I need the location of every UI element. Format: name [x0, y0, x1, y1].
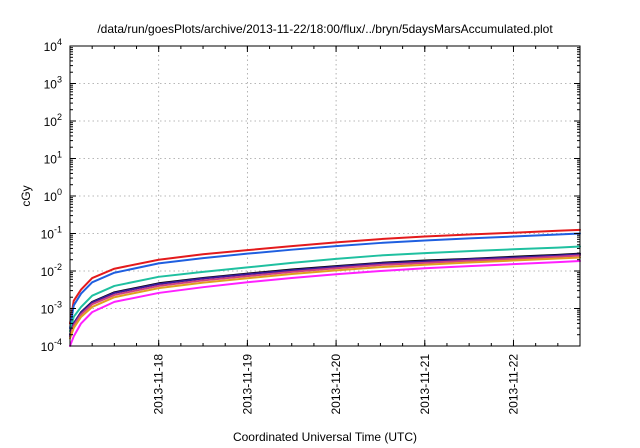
series-lines	[69, 228, 581, 347]
series-line-8	[69, 259, 581, 347]
y-tick-label: 10-1	[41, 225, 62, 242]
series-line-3	[69, 245, 581, 333]
y-axis-label: cGy	[19, 185, 33, 206]
y-tick-label: 10-3	[41, 300, 62, 317]
y-tick-label: 100	[44, 187, 62, 204]
x-tick-label: 2013-11-21	[418, 354, 432, 415]
y-tick-label: 10-2	[41, 262, 62, 279]
axis-ticks	[69, 45, 581, 347]
x-tick-label: 2013-11-22	[506, 354, 520, 415]
y-tick-label: 103	[44, 75, 62, 92]
x-tick-label: 2013-11-20	[329, 354, 343, 415]
series-line-1	[69, 228, 581, 325]
x-tick-label: 2013-11-18	[152, 354, 166, 415]
x-tick-labels: 2013-11-18 2013-11-19 2013-11-20 2013-11-21…	[152, 354, 521, 415]
series-line-5	[69, 253, 581, 336]
y-tick-label: 104	[44, 37, 62, 54]
grid-lines	[70, 46, 580, 346]
x-tick-label: 2013-11-19	[240, 354, 254, 415]
y-tick-label: 101	[44, 150, 62, 167]
y-tick-label: 10-4	[41, 337, 62, 354]
series-line-2	[69, 232, 581, 330]
y-tick-label: 102	[44, 112, 62, 129]
series-line-7	[69, 256, 581, 340]
x-axis-label: Coordinated Universal Time (UTC)	[233, 430, 417, 444]
chart-title: /data/run/goesPlots/archive/2013-11-22/1…	[97, 22, 553, 36]
series-line-6	[69, 254, 581, 338]
y-tick-labels: 10-4 10-3 10-2 10-1 100 101 102 103 104	[41, 37, 62, 354]
